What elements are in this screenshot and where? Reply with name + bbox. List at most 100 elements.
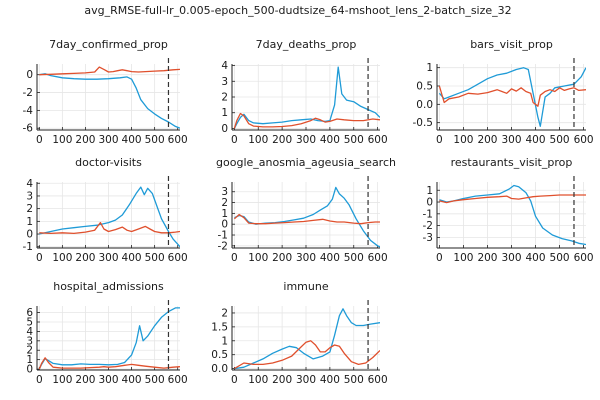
y-tick-label: 6 bbox=[26, 307, 33, 319]
panel-8: 0 100 200 300 400 500 600 0.0 0.5 1 1.5 2 immune bbox=[211, 280, 387, 386]
series-line-2 bbox=[438, 85, 586, 107]
series-line-1 bbox=[38, 307, 180, 370]
y-tick-label: 2 bbox=[26, 345, 33, 357]
x-tick-label: 500 bbox=[145, 374, 165, 386]
series-line-1 bbox=[234, 186, 380, 248]
series-line-2 bbox=[38, 357, 180, 370]
series-line-2 bbox=[233, 112, 380, 129]
y-tick-label: 0 bbox=[221, 219, 228, 231]
series-line-1 bbox=[39, 73, 180, 129]
series-line-1 bbox=[234, 308, 380, 370]
panel-title: bars_visit_prop bbox=[470, 38, 553, 51]
y-tick-label: 4 bbox=[26, 326, 33, 338]
y-tick-label: 3 bbox=[26, 190, 33, 202]
panels: 0 100 200 300 400 500 600-6-4-207day_confirmed… bbox=[23, 38, 594, 386]
x-tick-label: 600 bbox=[168, 252, 188, 264]
x-tick-label: 600 bbox=[368, 134, 388, 146]
series-line-1 bbox=[39, 186, 180, 248]
y-tick-label: 0.5 bbox=[416, 81, 433, 93]
series-line-2 bbox=[39, 66, 180, 76]
series-line-2 bbox=[233, 213, 380, 225]
x-tick-label: 600 bbox=[168, 374, 188, 386]
x-tick-label: 0 bbox=[436, 252, 443, 264]
y-tick-label: 4 bbox=[221, 60, 228, 72]
y-tick-label: 1 bbox=[26, 354, 33, 366]
x-tick-label: 0 bbox=[36, 374, 43, 386]
series-line-1 bbox=[439, 184, 586, 246]
y-tick-label: -0.5 bbox=[413, 117, 434, 129]
x-tick-label: 100 bbox=[52, 134, 72, 146]
x-tick-label: 500 bbox=[344, 134, 364, 146]
y-tick-label: 2 bbox=[26, 203, 33, 215]
x-tick-label: 300 bbox=[501, 134, 521, 146]
panel-1: 0 100 200 300 400 500 600 -6 -4 -2 0 7day_confirmed… bbox=[23, 38, 188, 146]
x-tick-label: 600 bbox=[574, 134, 594, 146]
x-tick-label: 500 bbox=[344, 252, 364, 264]
y-tick-label: 3 bbox=[221, 186, 228, 198]
x-tick-label: 500 bbox=[550, 134, 570, 146]
y-tick-label: 0 bbox=[26, 364, 33, 376]
y-tick-label: 2 bbox=[221, 92, 228, 104]
x-tick-label: 100 bbox=[453, 134, 473, 146]
x-tick-label: 200 bbox=[75, 252, 95, 264]
x-tick-label: 500 bbox=[145, 252, 165, 264]
y-tick-label: 1 bbox=[221, 335, 228, 347]
x-tick-label: 100 bbox=[248, 252, 268, 264]
y-tick-label: 1 bbox=[221, 107, 228, 119]
y-tick-label: -1 bbox=[23, 241, 33, 253]
x-tick-label: 100 bbox=[52, 252, 72, 264]
x-tick-label: 300 bbox=[501, 252, 521, 264]
x-tick-label: 400 bbox=[320, 252, 340, 264]
x-tick-label: 0 bbox=[231, 374, 238, 386]
y-tick-label: -1 bbox=[218, 230, 228, 242]
panel-title: doctor-visits bbox=[75, 156, 142, 169]
y-tick-label: 0 bbox=[221, 123, 228, 135]
y-tick-label: 1 bbox=[221, 208, 228, 220]
x-tick-label: 400 bbox=[122, 374, 142, 386]
x-tick-label: 200 bbox=[477, 252, 497, 264]
x-tick-label: 400 bbox=[122, 252, 142, 264]
panel-title: immune bbox=[283, 280, 328, 293]
y-tick-label: 1 bbox=[426, 62, 433, 74]
panel-title: 7day_confirmed_prop bbox=[49, 38, 168, 51]
y-tick-label: 0 bbox=[426, 197, 433, 209]
y-tick-label: -4 bbox=[23, 105, 34, 117]
x-tick-label: 200 bbox=[75, 374, 95, 386]
panel-title: hospital_admissions bbox=[53, 280, 164, 293]
figure-title: avg_RMSE-full-lr_0.005-epoch_500-dudtsiz… bbox=[84, 4, 511, 17]
x-tick-label: 200 bbox=[272, 134, 292, 146]
x-tick-label: 200 bbox=[272, 374, 292, 386]
x-tick-label: 300 bbox=[296, 134, 316, 146]
x-tick-label: 100 bbox=[248, 134, 268, 146]
y-tick-label: 0.5 bbox=[211, 349, 228, 361]
series-line-1 bbox=[438, 67, 586, 127]
y-tick-label: 3 bbox=[26, 335, 33, 347]
panel-title: google_anosmia_ageusia_search bbox=[216, 156, 396, 169]
x-tick-label: 500 bbox=[344, 374, 364, 386]
x-tick-label: 0 bbox=[36, 134, 43, 146]
y-tick-label: 0 bbox=[26, 69, 33, 81]
x-tick-label: 300 bbox=[98, 374, 118, 386]
x-tick-label: 100 bbox=[248, 374, 268, 386]
y-tick-label: 0.0 bbox=[416, 99, 433, 111]
x-tick-label: 200 bbox=[477, 134, 497, 146]
y-tick-label: 2 bbox=[221, 197, 228, 209]
x-tick-label: 300 bbox=[98, 134, 118, 146]
y-tick-label: -2 bbox=[23, 87, 33, 99]
y-tick-label: 5 bbox=[26, 317, 33, 329]
y-tick-label: -2 bbox=[218, 240, 228, 252]
x-tick-label: 500 bbox=[145, 134, 165, 146]
y-tick-label: 1 bbox=[426, 185, 433, 197]
series-line-2 bbox=[439, 194, 586, 204]
x-tick-label: 100 bbox=[453, 252, 473, 264]
x-tick-label: 300 bbox=[296, 252, 316, 264]
x-tick-label: 400 bbox=[320, 134, 340, 146]
x-tick-label: 300 bbox=[296, 374, 316, 386]
y-tick-label: 3 bbox=[221, 76, 228, 88]
panel-3: 0 100 200 300 400 500 600 -0.5 0.0 0.5 1 bars_visit… bbox=[413, 38, 594, 146]
y-tick-label: 1 bbox=[26, 216, 33, 228]
y-tick-label: -1 bbox=[423, 208, 433, 220]
x-tick-label: 600 bbox=[168, 134, 188, 146]
